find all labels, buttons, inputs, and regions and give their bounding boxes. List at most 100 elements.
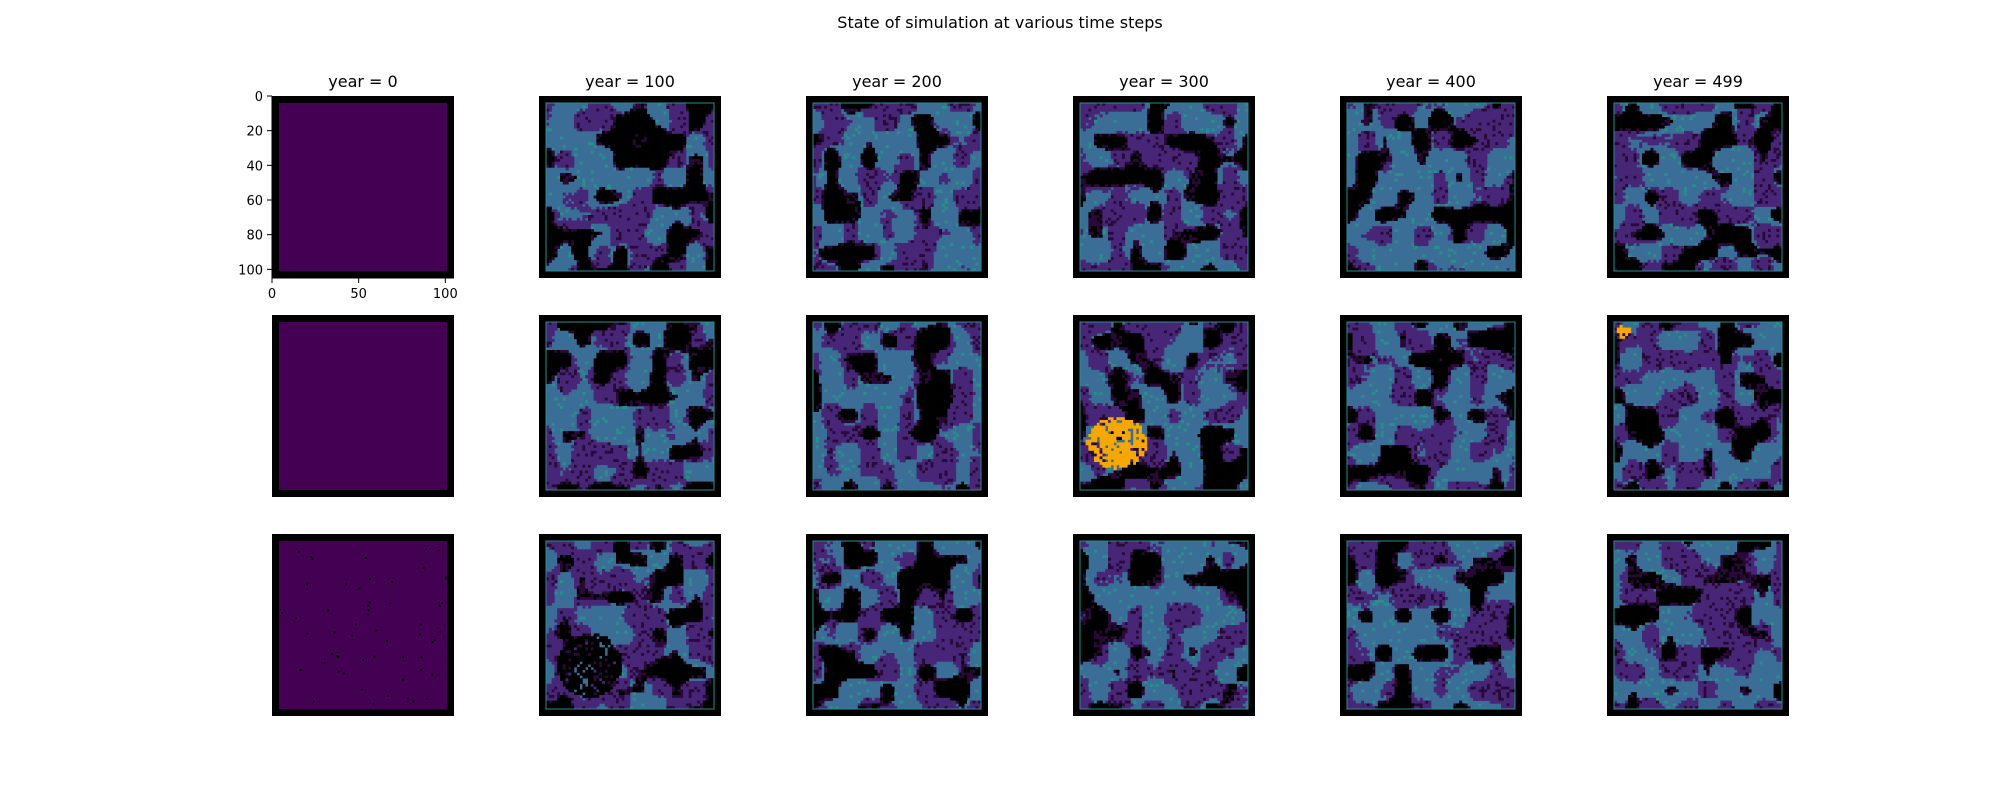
panel-field <box>1614 103 1782 271</box>
panel-field <box>1347 541 1515 709</box>
panel-field <box>1080 322 1248 490</box>
y-tick-label: 0 <box>255 90 263 105</box>
speckle <box>338 671 340 673</box>
panel-field <box>1614 541 1782 709</box>
panel-title: year = 200 <box>852 72 942 91</box>
speckle <box>310 556 312 558</box>
speckle <box>420 656 422 658</box>
panel-field <box>546 103 714 271</box>
panel-r2-y200 <box>806 534 988 716</box>
speckle <box>407 697 409 699</box>
speckle <box>369 601 371 603</box>
panel-r1-y100 <box>539 315 721 497</box>
speckle <box>434 639 436 641</box>
speckle <box>368 609 370 611</box>
speckle <box>351 635 353 637</box>
speckle <box>373 703 375 705</box>
speckle <box>420 623 422 625</box>
panel-title: year = 499 <box>1653 72 1743 91</box>
panel-r2-y0 <box>272 534 454 716</box>
panel-title: year = 100 <box>585 72 675 91</box>
panel-r0-y400: year = 400 <box>1340 72 1522 278</box>
speckle <box>387 695 389 697</box>
speckle <box>376 630 378 632</box>
speckle <box>438 549 440 551</box>
panel-field <box>1080 103 1248 271</box>
y-tick-label: 40 <box>246 159 263 174</box>
speckle <box>331 653 333 655</box>
y-tick-label: 100 <box>238 263 263 278</box>
speckle <box>295 617 297 619</box>
speckle <box>431 641 433 643</box>
speckle <box>425 548 427 550</box>
panel-r0-y100: year = 100 <box>539 72 721 278</box>
speckle <box>402 656 404 658</box>
speckle <box>313 701 315 703</box>
panel-r1-y300 <box>1073 315 1255 497</box>
speckle <box>391 581 393 583</box>
x-tick-label: 50 <box>350 287 367 302</box>
panel-field <box>1347 103 1515 271</box>
panel-field <box>546 541 714 709</box>
panel-r2-y499 <box>1607 534 1789 716</box>
panel-field <box>1614 322 1782 490</box>
x-tick-label: 100 <box>433 287 458 302</box>
speckle <box>438 631 440 633</box>
y-tick-label: 60 <box>246 194 263 209</box>
panel-title: year = 400 <box>1386 72 1476 91</box>
panel-r1-y400 <box>1340 315 1522 497</box>
panel-title: year = 300 <box>1119 72 1209 91</box>
speckle <box>345 583 347 585</box>
panel-title: year = 0 <box>328 72 397 91</box>
panel-r0-y0: year = 0 0 50 100 0 20 40 60 80 100 <box>238 72 458 302</box>
panel-field <box>813 103 981 271</box>
speckle <box>420 669 422 671</box>
panel-r1-y200 <box>806 315 988 497</box>
x-tick-label: 0 <box>268 287 276 302</box>
panel-r0-y200: year = 200 <box>806 72 988 278</box>
figure-title: State of simulation at various time step… <box>837 13 1162 32</box>
panel-r0-y300: year = 300 <box>1073 72 1255 278</box>
speckle <box>343 672 345 674</box>
speckle <box>402 679 404 681</box>
speckle <box>334 631 336 633</box>
y-tick-label: 80 <box>246 229 263 244</box>
speckle <box>367 614 369 616</box>
speckle <box>390 602 392 604</box>
speckle <box>412 701 414 703</box>
speckle <box>365 557 367 559</box>
panel-field <box>546 322 714 490</box>
panel-field <box>1080 541 1248 709</box>
speckle <box>369 578 371 580</box>
speckle <box>355 623 357 625</box>
speckle <box>419 633 421 635</box>
speckle <box>336 655 338 657</box>
panel-r1-y0 <box>272 315 454 497</box>
panel-r0-y499: year = 499 <box>1607 72 1789 278</box>
speckle <box>431 674 433 676</box>
panel-field <box>279 322 447 490</box>
speckle <box>300 669 302 671</box>
speckle <box>312 558 314 560</box>
panel-field <box>279 103 447 271</box>
speckle <box>445 577 447 579</box>
speckle <box>362 659 364 661</box>
speckle <box>373 656 375 658</box>
speckle <box>324 662 326 664</box>
speckle <box>361 689 363 691</box>
speckle <box>439 605 441 607</box>
panel-r2-y300 <box>1073 534 1255 716</box>
panel-grid: year = 0 0 50 100 0 20 40 60 80 100 year = 100 year… <box>238 72 1789 716</box>
panel-field <box>1347 322 1515 490</box>
y-tick-label: 20 <box>246 125 263 140</box>
speckle <box>281 612 283 614</box>
speckle <box>307 633 309 635</box>
speckle <box>306 584 308 586</box>
panel-r2-y400 <box>1340 534 1522 716</box>
panel-field <box>813 541 981 709</box>
panel-field <box>813 322 981 490</box>
speckle <box>423 567 425 569</box>
panel-r1-y499 <box>1607 315 1789 497</box>
speckle <box>327 610 329 612</box>
